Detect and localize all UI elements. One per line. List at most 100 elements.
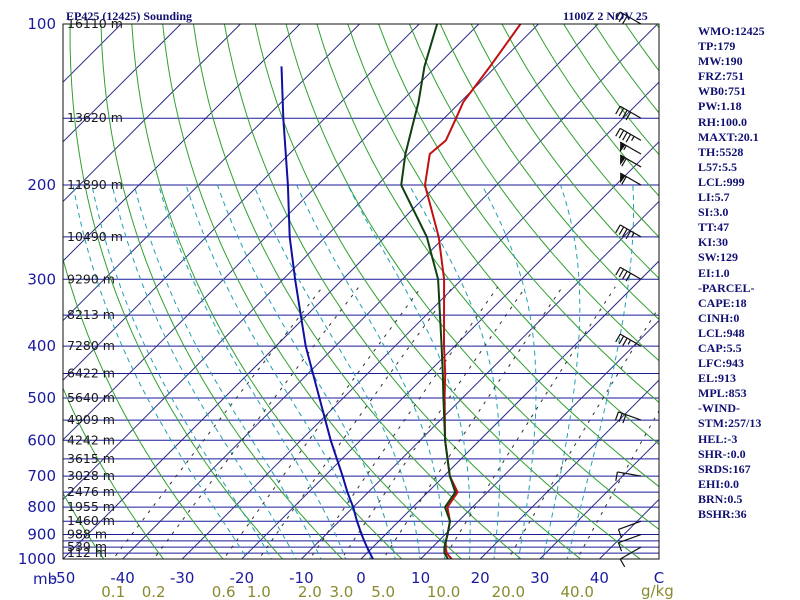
dry-adiabat bbox=[63, 386, 165, 559]
wind-barb-feather bbox=[615, 266, 621, 276]
stability-index-item: SW:129 bbox=[698, 250, 739, 265]
wind-barb-feather bbox=[615, 471, 618, 481]
stability-index-item: MW:190 bbox=[698, 54, 743, 69]
dry-adiabat bbox=[223, 24, 582, 559]
wind-barb-feather bbox=[623, 145, 627, 151]
height-label: 8213 m bbox=[67, 307, 115, 322]
stability-index-item: -WIND- bbox=[698, 401, 740, 416]
wind-barb bbox=[619, 154, 642, 168]
stability-index-item: BSHR:36 bbox=[698, 507, 747, 521]
isotherm bbox=[63, 24, 599, 559]
wind-barb-feather bbox=[615, 11, 621, 21]
wind-barb-feather bbox=[621, 158, 627, 167]
wind-barb-staff bbox=[618, 520, 642, 531]
stability-index-item: STM:257/13 bbox=[698, 416, 762, 431]
stability-index-item: RH:100.0 bbox=[698, 114, 747, 129]
wind-barb-feather bbox=[622, 132, 628, 141]
height-label: 1460 m bbox=[67, 513, 115, 528]
isotherm bbox=[122, 24, 658, 559]
moist-adiabat bbox=[542, 184, 581, 559]
wind-barb-feather bbox=[631, 136, 635, 141]
wind-barb bbox=[619, 172, 642, 186]
wind-barb bbox=[614, 411, 642, 424]
isotherm bbox=[63, 24, 241, 203]
stability-index-item: TH:5528 bbox=[698, 144, 744, 159]
temperature-tick-label: -50 bbox=[51, 569, 76, 587]
wind-barb-pennant bbox=[620, 142, 626, 153]
stability-index-item: CINH:0 bbox=[698, 310, 740, 325]
mixing-ratio-tick-label: 3.0 bbox=[329, 583, 353, 600]
wind-barb-feather bbox=[627, 339, 632, 345]
pressure-tick-label: 800 bbox=[27, 498, 56, 516]
wind-barb-feather bbox=[622, 270, 628, 280]
chart-grid bbox=[63, 24, 659, 559]
moist-adiabat bbox=[347, 184, 471, 559]
stability-index-item: SRDS:167 bbox=[698, 461, 751, 476]
parcel-line bbox=[280, 66, 374, 559]
temperature-tick-label: 20 bbox=[471, 569, 490, 587]
wind-barb-feather bbox=[618, 130, 625, 139]
dry-adiabat bbox=[63, 492, 105, 559]
mixing-ratio-tick-label: 5.0 bbox=[371, 583, 395, 600]
wind-barb-feather bbox=[625, 134, 632, 143]
mixing-ratio-unit-label: g/kg bbox=[641, 582, 674, 600]
mixing-ratio-line bbox=[223, 286, 422, 559]
moist-adiabat bbox=[481, 184, 537, 559]
wind-barb bbox=[615, 471, 642, 481]
moist-adiabat bbox=[408, 184, 501, 559]
dewpoint-line bbox=[400, 24, 457, 559]
moist-adiabat bbox=[216, 184, 396, 559]
height-label: 1955 m bbox=[67, 499, 115, 514]
wind-barb bbox=[615, 127, 642, 143]
moist-adiabat bbox=[133, 184, 322, 559]
wind-barb-feather bbox=[618, 413, 623, 422]
wind-barb-feather bbox=[631, 232, 635, 238]
plot-frame bbox=[62, 23, 660, 560]
height-label: 5640 m bbox=[67, 390, 115, 405]
pressure-tick-label: 100 bbox=[27, 15, 56, 33]
wind-barb bbox=[615, 105, 642, 121]
wind-barb bbox=[615, 224, 642, 239]
dry-adiabat bbox=[63, 257, 224, 559]
isotherm bbox=[420, 319, 659, 559]
isotherm bbox=[301, 200, 659, 559]
wind-barb bbox=[619, 141, 642, 155]
pressure-tick-label: 900 bbox=[27, 526, 56, 544]
stability-index-item: LI:5.7 bbox=[698, 190, 730, 205]
isotherm bbox=[63, 24, 539, 501]
mixing-ratio-line bbox=[443, 286, 616, 559]
isotherm bbox=[539, 439, 659, 559]
dry-adiabat bbox=[254, 24, 642, 559]
mixing-ratio-tick-label: 20.0 bbox=[492, 583, 525, 600]
wind-barb-feather bbox=[618, 226, 625, 235]
dry-adiabat bbox=[409, 24, 659, 362]
dry-adiabat bbox=[100, 24, 343, 559]
height-label: 3028 m bbox=[67, 468, 115, 483]
wind-barb-staff bbox=[617, 471, 642, 477]
pressure-tick-label: 400 bbox=[27, 337, 56, 355]
wind-barb-feather bbox=[625, 230, 632, 239]
pressure-tick-label: 1000 bbox=[18, 550, 56, 568]
wind-barb-staff bbox=[618, 533, 642, 544]
height-label: 9290 m bbox=[67, 271, 115, 286]
wind-barb bbox=[617, 520, 642, 539]
stability-index-item: EHI:0.0 bbox=[698, 476, 740, 491]
wind-barb-pennant bbox=[620, 154, 626, 166]
mixing-ratio-tick-label: 0.1 bbox=[101, 583, 125, 600]
dry-adiabat bbox=[69, 24, 284, 559]
dry-adiabat bbox=[316, 24, 659, 488]
wind-barb-feather bbox=[618, 107, 625, 117]
mixing-ratio-tick-label: 0.6 bbox=[212, 583, 236, 600]
pressure-unit-label: mb bbox=[33, 570, 57, 588]
moist-adiabat bbox=[158, 184, 347, 559]
height-label: 4242 m bbox=[67, 432, 115, 447]
dry-adiabat bbox=[347, 24, 659, 445]
mixing-ratio-line bbox=[153, 286, 360, 559]
wind-barb-feather bbox=[615, 333, 621, 343]
wind-barb-feather bbox=[617, 542, 623, 552]
stability-index-item: MAXT:20.1 bbox=[698, 129, 759, 144]
temperature-tick-label: -20 bbox=[230, 569, 255, 587]
wind-barb-feather bbox=[622, 15, 628, 25]
